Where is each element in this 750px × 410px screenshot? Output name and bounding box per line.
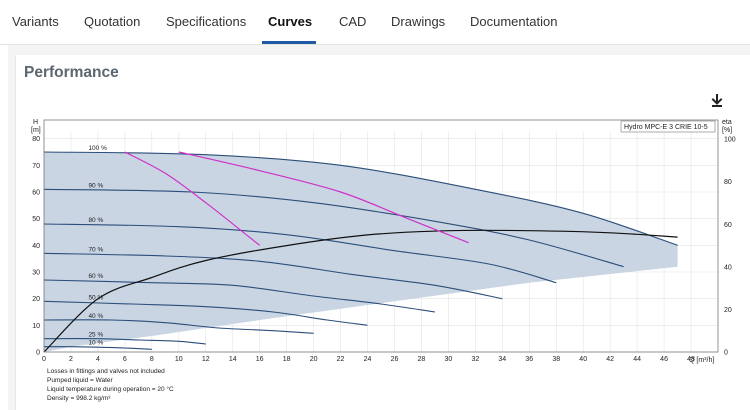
- speed-label: 80 %: [88, 217, 103, 224]
- pump-curves: [43, 151, 678, 353]
- tab-cad[interactable]: CAD: [339, 14, 367, 29]
- legend-note-2: Pumped liquid = Water: [47, 377, 114, 384]
- operating-region: [44, 152, 678, 352]
- y-right-tick-label: 80: [724, 179, 732, 186]
- x-tick-label: 36: [525, 356, 533, 363]
- tab-curves[interactable]: Curves: [268, 14, 313, 29]
- x-tick-label: 32: [471, 356, 479, 363]
- speed-label: 50 %: [88, 294, 103, 301]
- x-tick-label: 4: [96, 356, 100, 363]
- tab-documentation[interactable]: Documentation: [470, 14, 558, 29]
- y-left-tick-label: 50: [32, 216, 40, 223]
- y-right-label: eta: [722, 119, 732, 126]
- x-tick-label: 20: [310, 356, 318, 363]
- x-tick-label: 10: [175, 356, 183, 363]
- speed-curve-0: [43, 151, 678, 246]
- eta-curve: [43, 229, 678, 353]
- tab-specifications[interactable]: Specifications: [166, 14, 247, 29]
- speed-curve-4: [43, 279, 435, 313]
- y-left-tick-label: 40: [32, 243, 40, 250]
- plot-frame: [43, 119, 719, 353]
- x-tick-label: 26: [391, 356, 399, 363]
- speed-label: 60 %: [88, 273, 103, 280]
- y-right-tick-label: 60: [724, 222, 732, 229]
- y-left-tick-label: 10: [32, 323, 40, 330]
- efficiency-curves: [124, 151, 469, 246]
- y-right-tick-label: 100: [724, 137, 736, 144]
- y-left-tick-label: 20: [32, 296, 40, 303]
- x-tick-label: 30: [445, 356, 453, 363]
- x-tick-label: 2: [69, 356, 73, 363]
- y-right-tick-label: 20: [724, 307, 732, 314]
- y-left-tick-label: 60: [32, 190, 40, 197]
- x-axis-label: Q [m³/h]: [689, 357, 714, 364]
- speed-label: 10 %: [88, 340, 103, 347]
- x-tick-label: 16: [256, 356, 264, 363]
- y-left-tick-label: 70: [32, 163, 40, 170]
- legend-note-3: Liquid temperature during operation = 20…: [47, 385, 174, 393]
- section-title: Performance: [24, 64, 119, 81]
- speed-label: 100 %: [88, 145, 107, 152]
- x-tick-label: 28: [418, 356, 426, 363]
- speed-curve-2: [43, 223, 557, 284]
- y-right-tick-label: 40: [724, 264, 732, 271]
- x-tick-label: 44: [633, 356, 641, 363]
- x-tick-label: 14: [229, 356, 237, 363]
- tab-drawings[interactable]: Drawings: [391, 14, 446, 29]
- speed-curve-1: [43, 188, 624, 268]
- x-tick-label: 34: [498, 356, 506, 363]
- x-tick-label: 42: [606, 356, 614, 363]
- active-tab-indicator: [262, 41, 316, 44]
- x-tick-label: 24: [364, 356, 372, 363]
- x-tick-label: 46: [660, 356, 668, 363]
- speed-curve-7: [43, 338, 206, 345]
- x-tick-label: 48: [687, 356, 695, 363]
- y-left-tick-label: 30: [32, 270, 40, 277]
- y-left-unit: [m]: [31, 127, 41, 134]
- speed-label: 90 %: [88, 182, 103, 189]
- x-tick-label: 40: [579, 356, 587, 363]
- speed-label: 40 %: [88, 313, 103, 320]
- y-left-tick-label: 0: [36, 350, 40, 357]
- speed-curve-6: [43, 319, 314, 334]
- x-tick-label: 12: [202, 356, 210, 363]
- download-icon[interactable]: [708, 92, 726, 110]
- chart-title: Hydro MPC-E 3 CRIE 10-5: [624, 124, 708, 131]
- x-tick-label: 38: [552, 356, 560, 363]
- x-tick-label: 0: [42, 356, 46, 363]
- y-left-label: H: [33, 119, 38, 126]
- chart-labels: 100 % 90 % 80 % 70 % 60 % 50 % 40 % 25 %10 %: [88, 145, 107, 347]
- y-left-tick-label: 80: [32, 136, 40, 143]
- tabs-divider: [0, 44, 750, 45]
- y-right-unit: [%]: [722, 127, 732, 134]
- chart-title-box: [620, 120, 716, 133]
- x-tick-label: 18: [283, 356, 291, 363]
- speed-curve-8: [43, 346, 152, 350]
- speed-curve-3: [43, 252, 503, 300]
- y-right-tick-label: 0: [724, 350, 728, 357]
- speed-curve-5: [43, 300, 368, 326]
- tab-variants[interactable]: Variants: [12, 14, 59, 29]
- x-tick-label: 22: [337, 356, 345, 363]
- legend-note-1: Losses in fittings and valves not includ…: [47, 368, 165, 375]
- legend-note-4: Density = 998.2 kg/m³: [47, 395, 111, 402]
- operating-area: [44, 152, 678, 352]
- speed-label: 25 %: [88, 332, 103, 339]
- efficiency-curve-1: [178, 151, 469, 244]
- tab-bar: Variants Quotation Specifications Curves…: [0, 0, 750, 44]
- x-tick-label: 6: [123, 356, 127, 363]
- efficiency-curve-0: [124, 151, 261, 246]
- speed-label: 70 %: [88, 246, 103, 253]
- tab-quotation[interactable]: Quotation: [84, 14, 141, 29]
- x-tick-label: 8: [150, 356, 154, 363]
